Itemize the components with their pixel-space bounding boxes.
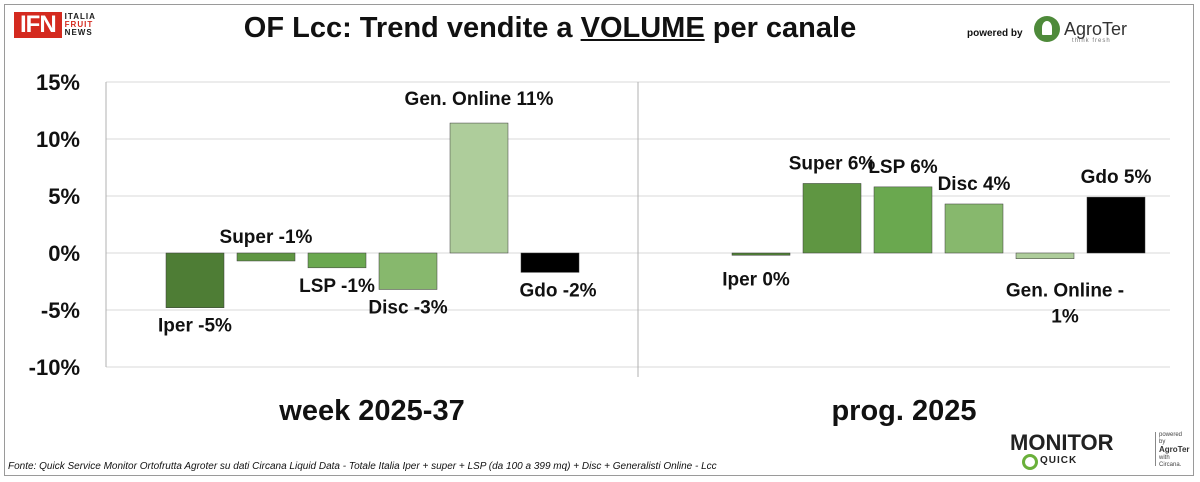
bar <box>873 186 933 254</box>
powered-by-label: powered by <box>967 28 1023 39</box>
bar <box>1015 252 1075 259</box>
y-tick-label: 15% <box>36 70 80 95</box>
data-label: Super 6% <box>789 153 876 174</box>
y-tick-label: -10% <box>29 355 80 380</box>
monitor-quick-logo: MONITOR QUICK powered by AgroTer with Ci… <box>1010 428 1190 472</box>
data-label: Gen. Online - <box>1006 281 1124 302</box>
bar <box>449 122 509 254</box>
data-label: Disc 4% <box>938 174 1011 195</box>
quick-word: QUICK <box>1040 455 1078 466</box>
data-label: Iper 0% <box>722 269 790 290</box>
data-label: Iper -5% <box>158 316 232 337</box>
data-label: Gdo -2% <box>519 280 596 301</box>
agroter-tagline: think fresh <box>1072 38 1111 44</box>
monitor-word: MONITOR <box>1010 430 1114 455</box>
data-label: Gdo 5% <box>1081 167 1152 188</box>
data-label: 1% <box>1051 307 1079 328</box>
bar <box>520 252 580 273</box>
magnifier-icon <box>1022 454 1038 470</box>
y-tick-label: 5% <box>48 184 80 209</box>
y-tick-label: -5% <box>41 298 80 323</box>
data-label: Super -1% <box>220 227 313 248</box>
ifn-logo-subtitle: ITALIA FRUIT NEWS <box>64 12 96 37</box>
y-tick-label: 0% <box>48 241 80 266</box>
agroter-leaf-icon <box>1034 16 1060 42</box>
ifn-logo-mark: IFN <box>14 12 62 38</box>
bar <box>1086 196 1146 254</box>
bar <box>802 183 862 254</box>
data-label: Disc -3% <box>368 297 447 318</box>
bar <box>165 252 225 308</box>
ifn-logo: IFN ITALIA FRUIT NEWS <box>14 12 96 38</box>
bar <box>236 252 296 262</box>
logo-divider <box>1155 432 1156 466</box>
data-label: LSP -1% <box>299 276 375 297</box>
bar <box>378 252 438 290</box>
y-tick-label: 10% <box>36 127 80 152</box>
data-label: LSP 6% <box>868 157 937 178</box>
chart-frame <box>4 4 1194 476</box>
bar <box>307 252 367 269</box>
group-label: prog. 2025 <box>831 395 976 427</box>
monitor-side-text: powered by AgroTer with Circana. <box>1159 432 1190 468</box>
agroter-name: AgroTer <box>1064 18 1128 39</box>
agroter-logo: AgroTer think fresh <box>1034 16 1128 44</box>
bar <box>944 203 1004 254</box>
data-label: Gen. Online 11% <box>405 89 554 110</box>
bar <box>731 252 791 256</box>
source-note: Fonte: Quick Service Monitor Ortofrutta … <box>8 461 717 472</box>
chart-title: OF Lcc: Trend vendite a VOLUME per canal… <box>243 12 857 44</box>
group-label: week 2025-37 <box>278 395 464 427</box>
